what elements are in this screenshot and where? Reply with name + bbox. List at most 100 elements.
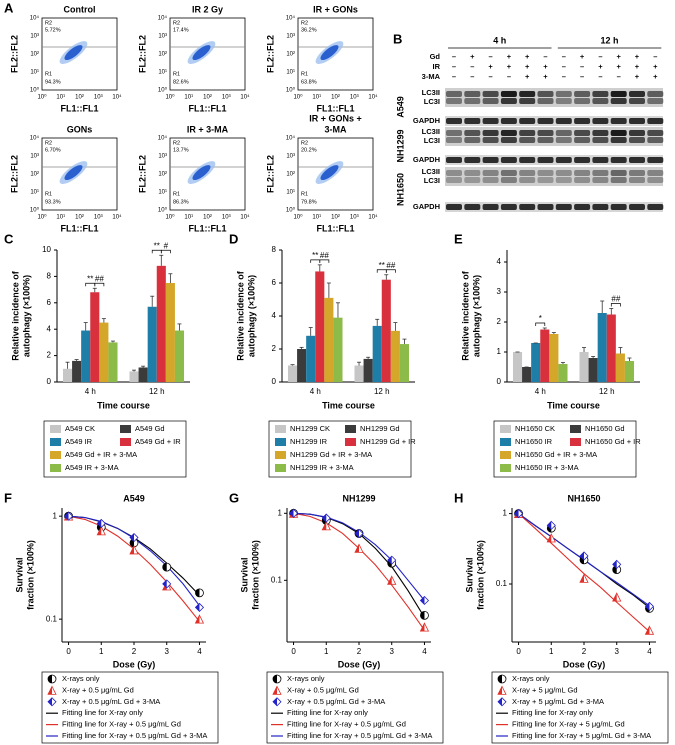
legend-label: NH1650 Gd + IR: [585, 437, 641, 446]
marker-fill: [612, 593, 617, 602]
gapdh-band: [446, 118, 462, 124]
legend-marker: [272, 697, 282, 707]
bar: [306, 335, 316, 382]
legend-marker: [47, 697, 57, 707]
lc3i-band: [446, 137, 462, 143]
gapdh-band: [592, 204, 609, 210]
marker-fill: [130, 545, 134, 554]
y-tick-label: 10³: [286, 154, 295, 160]
lc3ii-band: [482, 130, 499, 136]
gapdh-band: [647, 118, 664, 124]
legend-marker: [47, 685, 57, 695]
y-tick-label: 10¹: [30, 190, 39, 196]
lc3i-band: [610, 177, 627, 183]
x-axis-label: Time course: [97, 400, 150, 410]
marker-fill: [97, 526, 102, 535]
gate-label: R1: [301, 191, 308, 197]
legend-label: X-rays only: [287, 674, 325, 683]
lc3i-band: [537, 137, 554, 143]
marker-fill: [355, 544, 359, 553]
x-tick-label: 10³: [222, 215, 231, 221]
x-tick-label: 10⁰: [165, 94, 175, 101]
lc3ii-band: [610, 130, 627, 136]
gate-percent: 93.3%: [45, 199, 61, 205]
lc3ii-band: [500, 130, 517, 136]
panel-letter: G: [229, 490, 239, 505]
data-point: [579, 551, 589, 561]
cell-cloud-core: [64, 165, 83, 181]
plot-frame: [169, 17, 246, 91]
lc3ii-band: [500, 91, 517, 97]
gapdh-band: [574, 204, 591, 210]
gate-label: R2: [45, 20, 52, 26]
gate-percent: 82.6%: [173, 79, 189, 85]
lc3ii-band: [629, 130, 645, 136]
lc3i-band: [555, 137, 572, 143]
legend-label: Fitting line for X-ray + 0.5 μg/mL Gd: [62, 720, 181, 729]
x-tick-label: 10¹: [184, 215, 193, 221]
chart-title: NH1299: [342, 493, 375, 503]
x-tick-label: 1: [99, 647, 104, 656]
significance-label: **: [379, 261, 385, 270]
error-bar: [132, 369, 137, 372]
x-tick-label: 10¹: [56, 215, 65, 221]
x-tick-label: 0: [291, 647, 296, 656]
gapdh-band: [537, 118, 554, 124]
error-bar: [150, 295, 155, 307]
plot-frame: [169, 137, 246, 211]
y-tick-label: 10²: [286, 52, 295, 58]
treatment-sign: –: [617, 72, 621, 81]
lc3i-band: [555, 98, 572, 104]
y-axis-label: fraction (×100%): [250, 540, 260, 610]
x-tick-label: 10²: [331, 95, 340, 101]
treatment-sign: +: [617, 52, 622, 61]
y-axis-label: autophagy (×100%): [21, 275, 31, 357]
gate-percent: 20.2%: [301, 147, 317, 153]
gate-percent: 5.72%: [45, 27, 61, 33]
legend-swatch: [50, 451, 61, 459]
treatment-sign: –: [470, 72, 474, 81]
band-label: LC3I: [424, 176, 440, 185]
lc3i-band: [555, 177, 572, 183]
gapdh-band: [610, 204, 627, 210]
legend-label: X-ray + 0.5 μg/mL Gd + 3-MA: [62, 697, 160, 706]
x-tick-label: 10⁴: [368, 214, 378, 221]
treatment-sign: –: [562, 62, 566, 71]
bar: [512, 352, 523, 382]
error-bar: [618, 347, 623, 354]
legend-label: Fitting line for X-ray + 5 μg/mL Gd + 3-…: [512, 731, 651, 740]
lc3ii-band: [446, 130, 462, 136]
x-tick-label: 1: [549, 647, 554, 656]
legend-swatch: [345, 438, 356, 446]
y-tick-label: 0.1: [271, 575, 283, 584]
legend-label: NH1299 IR + 3-MA: [290, 463, 354, 472]
x-tick-label: 2: [582, 647, 587, 656]
x-tick-label: 10¹: [56, 95, 65, 101]
x-axis-label: FL1::FL1: [317, 223, 355, 233]
legend-swatch: [50, 438, 61, 446]
marker-fill: [195, 615, 200, 624]
lc3ii-band: [464, 130, 481, 136]
x-tick-label: 4 h: [310, 387, 321, 396]
chart-title: A549: [123, 493, 145, 503]
y-tick-label: 10⁰: [158, 87, 168, 94]
plot-title: IR 2 Gy: [192, 4, 223, 14]
error-bar: [591, 356, 596, 358]
y-tick-label: 0: [497, 377, 502, 386]
lc3ii-band: [574, 91, 591, 97]
y-axis-label: autophagy (×100%): [246, 275, 256, 357]
x-tick-label: 12 h: [149, 387, 165, 396]
blot-strip: [445, 155, 663, 165]
marker-fill: [195, 588, 200, 597]
marker-fill: [498, 686, 502, 695]
legend-swatch: [500, 464, 511, 472]
x-axis-label: FL1::FL1: [61, 103, 99, 113]
y-tick-label: 4: [497, 257, 502, 266]
lc3ii-band: [610, 170, 627, 176]
plot-title: Control: [64, 4, 96, 14]
x-tick-label: 4 h: [85, 387, 96, 396]
legend-label: NH1299 IR: [290, 437, 328, 446]
panel-letter: H: [454, 490, 463, 505]
legend-marker: [47, 674, 57, 684]
significance-bracket: [385, 269, 396, 273]
